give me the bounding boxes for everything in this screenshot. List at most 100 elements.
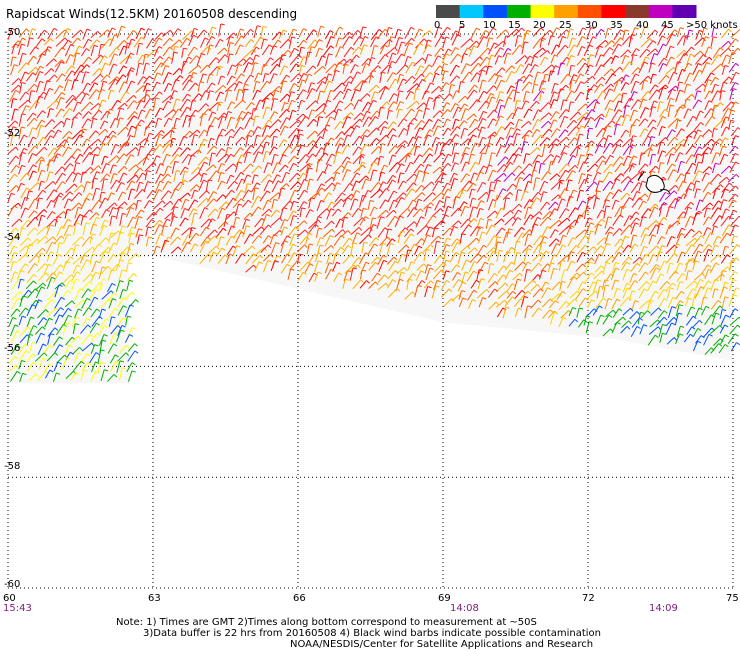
wind-barb-feather <box>70 256 74 260</box>
wind-barb <box>407 261 412 271</box>
wind-barb-feather <box>392 52 397 56</box>
wind-barb <box>406 207 415 218</box>
wind-barb-feather <box>462 297 467 301</box>
wind-barb-feather <box>571 90 576 94</box>
wind-barb <box>142 63 147 75</box>
wind-barb-feather <box>507 97 512 100</box>
wind-barb <box>485 219 489 229</box>
wind-barb-feather <box>486 191 490 196</box>
wind-barb <box>251 54 256 65</box>
wind-barb <box>709 141 716 154</box>
wind-barb-feather <box>347 212 352 216</box>
wind-barb-feather <box>408 278 413 281</box>
wind-barb <box>91 261 97 273</box>
wind-barb <box>19 227 23 238</box>
wind-barb <box>497 105 502 119</box>
wind-barb-feather <box>292 243 297 247</box>
wind-barb <box>208 102 219 112</box>
wind-barb-feather <box>284 102 289 105</box>
wind-barb-feather <box>636 325 641 329</box>
wind-barb-feather <box>556 27 561 31</box>
wind-barb <box>38 48 48 58</box>
wind-barb-feather <box>417 135 422 139</box>
wind-barb <box>388 145 396 154</box>
wind-barb <box>335 46 341 58</box>
wind-barb-feather <box>662 43 667 47</box>
wind-barb-feather <box>249 57 254 61</box>
wind-barb <box>657 150 663 163</box>
wind-barb-feather <box>273 198 279 201</box>
wind-barb-feather <box>360 154 365 159</box>
wind-barb-feather <box>391 238 396 242</box>
wind-barb-feather <box>391 60 396 64</box>
wind-barb <box>434 172 444 184</box>
wind-barb <box>710 173 719 184</box>
wind-barb <box>88 130 96 140</box>
wind-barb-feather <box>615 261 620 265</box>
wind-barb-feather <box>529 214 534 218</box>
wind-barb <box>118 246 129 257</box>
wind-barb <box>36 198 40 210</box>
wind-barb-feather <box>508 228 513 231</box>
wind-barb-feather <box>379 189 384 193</box>
wind-barb-feather <box>528 108 533 112</box>
wind-barb-feather <box>479 56 483 61</box>
wind-barb-feather <box>360 279 364 283</box>
wind-barb-feather <box>654 206 659 210</box>
wind-barb-feather <box>215 57 220 61</box>
wind-barb-feather <box>231 128 235 133</box>
wind-barb <box>119 141 128 148</box>
wind-barb <box>549 119 555 129</box>
wind-barb-feather <box>227 146 232 150</box>
wind-barb <box>710 300 719 310</box>
wind-barb <box>414 285 419 298</box>
wind-barb-feather <box>588 88 593 91</box>
wind-barb-feather <box>92 233 97 236</box>
wind-barb <box>324 262 330 274</box>
wind-barb <box>359 270 363 280</box>
wind-barb-feather <box>445 82 450 86</box>
wind-barb <box>520 296 525 308</box>
wind-barb <box>550 268 555 280</box>
wind-barb <box>71 202 80 211</box>
wind-barb <box>181 227 191 236</box>
wind-barb-feather <box>242 99 246 104</box>
wind-barb <box>476 208 481 218</box>
wind-barb-feather <box>524 41 529 44</box>
wind-barb-feather <box>406 208 411 212</box>
wind-barb <box>359 144 367 155</box>
wind-barb-feather <box>42 282 47 287</box>
wind-barb <box>43 88 50 100</box>
wind-barb-feather <box>521 171 525 175</box>
wind-barb <box>721 108 729 120</box>
wind-barb <box>162 37 171 47</box>
wind-barb-feather <box>698 210 703 214</box>
wind-barb-feather <box>601 218 606 223</box>
wind-barb-feather <box>134 111 138 115</box>
wind-barb-feather <box>698 170 703 174</box>
wind-barb-feather <box>399 90 404 93</box>
colorbar-swatch <box>506 5 532 18</box>
wind-barb <box>550 243 557 255</box>
wind-barb <box>377 254 384 265</box>
wind-barb <box>361 101 369 112</box>
wind-barb <box>540 201 548 211</box>
wind-barb <box>226 64 233 76</box>
wind-barb <box>584 272 592 284</box>
wind-barb-feather <box>184 166 189 170</box>
wind-barb <box>541 226 548 238</box>
wind-barb-feather <box>262 26 268 28</box>
wind-barb-feather <box>592 75 596 80</box>
wind-barb-feather <box>61 73 66 77</box>
wind-barb-feather <box>610 163 615 168</box>
wind-barb-feather <box>686 172 691 175</box>
wind-barb-feather <box>542 47 546 52</box>
wind-barb-feather <box>441 35 445 39</box>
wind-barb <box>701 152 705 164</box>
wind-barb <box>35 156 42 165</box>
wind-barb <box>468 261 475 273</box>
wind-barb <box>449 172 455 183</box>
wind-barb <box>316 200 322 212</box>
wind-barb <box>665 224 671 235</box>
wind-barb <box>628 34 632 48</box>
